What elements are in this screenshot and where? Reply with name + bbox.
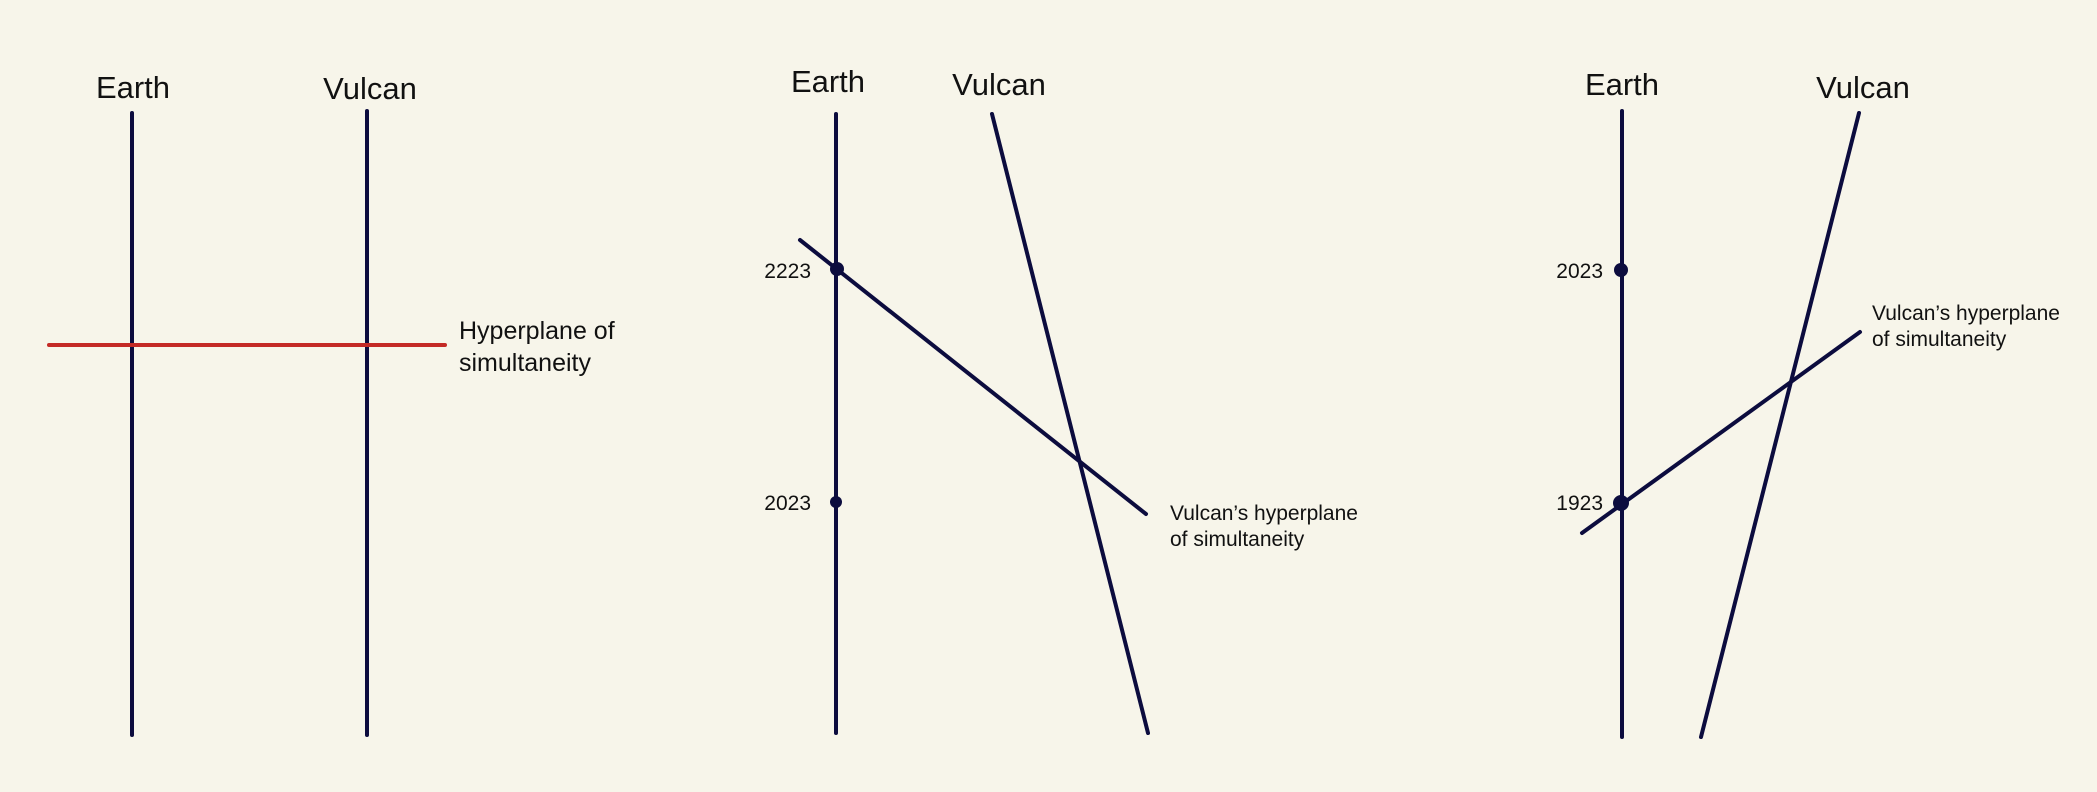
panel-1-diagram: Earth Vulcan Hyperplane of simultaneity (47, 70, 615, 737)
panel-3-diagram: Earth Vulcan 2023 1923 Vulcan’s hyperpla… (1556, 67, 2060, 739)
vulcan-hyperplane-of-simultaneity (1580, 330, 1862, 535)
event-dot-upper (830, 262, 844, 276)
hyperplane-label-line-2: simultaneity (459, 349, 591, 377)
panel-2-diagram: Earth Vulcan 2223 2023 Vulcan’s hyperpla… (764, 64, 1358, 735)
vulcan-label: Vulcan (1816, 70, 1910, 105)
hyperplane-label-line-2: of simultaneity (1170, 528, 1305, 551)
earth-label: Earth (791, 64, 865, 99)
hyperplane-label-line-2: of simultaneity (1872, 328, 2007, 351)
vulcan-hyperplane-of-simultaneity (798, 238, 1148, 516)
event-dot-upper (1614, 263, 1628, 277)
event-dot-lower (1613, 495, 1629, 511)
hyperplane-label-line-1: Vulcan’s hyperplane (1170, 502, 1358, 525)
vulcan-worldline (990, 112, 1150, 735)
hyperplane-label-line-1: Vulcan’s hyperplane (1872, 302, 2060, 325)
event-year-upper: 2223 (764, 260, 811, 283)
event-year-upper: 2023 (1556, 260, 1603, 283)
event-year-lower: 2023 (764, 492, 811, 515)
vulcan-worldline (1699, 111, 1861, 739)
vulcan-label: Vulcan (952, 67, 1046, 102)
event-year-lower: 1923 (1556, 492, 1603, 515)
hyperplane-label-line-1: Hyperplane of (459, 317, 615, 345)
event-dot-lower (830, 496, 842, 508)
earth-label: Earth (96, 70, 170, 105)
vulcan-label: Vulcan (323, 71, 417, 106)
earth-label: Earth (1585, 67, 1659, 102)
